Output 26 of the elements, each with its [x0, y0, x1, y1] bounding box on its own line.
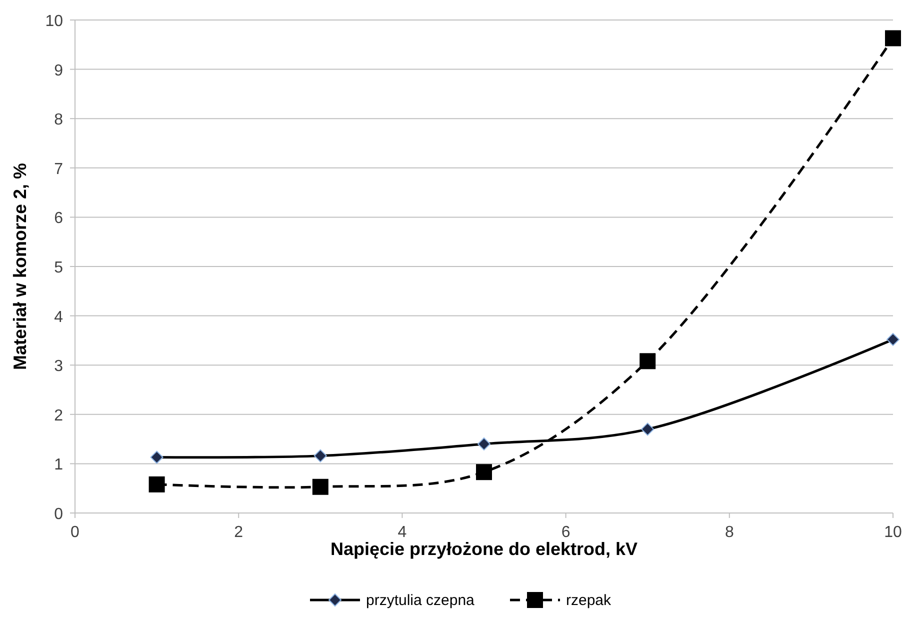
x-tick-label: 10	[884, 524, 902, 541]
point	[476, 464, 492, 480]
y-tick-label: 7	[54, 160, 64, 178]
y-tick-label: 10	[45, 13, 64, 30]
x-tick-label: 4	[398, 524, 407, 541]
point	[148, 476, 165, 492]
point	[312, 478, 328, 495]
point	[885, 30, 901, 46]
y-tick-label: 9	[54, 62, 64, 80]
x-axis-title: Napięcie przyłożone do elektrod, kV	[330, 539, 638, 559]
legend-label: przytulia czepna	[366, 592, 476, 609]
point	[640, 353, 656, 370]
x-tick-label: 8	[724, 524, 734, 541]
y-tick-label: 4	[54, 308, 64, 326]
y-axis-title: Materiał w komorze 2, %	[10, 162, 30, 370]
y-tick-label: 8	[54, 112, 64, 129]
y-tick-label: 6	[54, 210, 64, 228]
legend-label: rzepak	[566, 592, 612, 609]
y-tick-label: 1	[54, 456, 64, 474]
x-tick-label: 6	[561, 524, 570, 541]
y-tick-label: 0	[54, 506, 64, 523]
x-tick-label: 0	[70, 524, 80, 541]
y-tick-label: 5	[54, 260, 64, 276]
y-tick-label: 3	[54, 358, 64, 376]
x-tick-label: 2	[234, 524, 244, 541]
y-tick-label: 2	[54, 407, 64, 424]
